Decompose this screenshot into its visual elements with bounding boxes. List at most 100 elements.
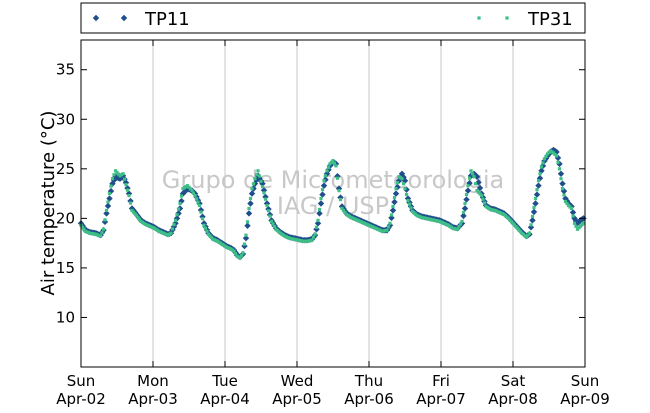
data-point-tp31 <box>115 170 119 175</box>
data-point-tp31 <box>481 197 485 201</box>
data-point-tp31 <box>179 194 184 198</box>
data-point-tp31 <box>518 229 523 234</box>
legend-point-tp31 <box>505 16 509 20</box>
data-point-tp31 <box>170 227 175 231</box>
data-point-tp31 <box>311 235 316 239</box>
data-point-tp11 <box>248 190 256 197</box>
x-tick-label-day: Sun <box>571 372 600 390</box>
legend-marker-tp11 <box>92 14 128 22</box>
y-tick-label: 25 <box>56 160 75 178</box>
data-point-tp31 <box>256 169 260 173</box>
data-point-tp31 <box>400 177 404 181</box>
data-point-tp31 <box>581 221 586 225</box>
data-point-tp31 <box>343 210 347 215</box>
data-point-tp31 <box>467 176 472 180</box>
data-point-tp31 <box>200 217 205 221</box>
data-point-tp31 <box>266 209 271 213</box>
x-tick-label-date: Apr-07 <box>416 390 466 408</box>
data-point-tp31 <box>197 203 202 208</box>
data-point-tp31 <box>136 215 140 219</box>
data-point-tp31 <box>529 223 533 227</box>
data-point-tp31 <box>104 208 109 213</box>
y-tick-label: 10 <box>56 308 75 326</box>
grid-layer <box>152 40 514 367</box>
data-point-tp11 <box>106 195 113 202</box>
data-point-tp31 <box>541 161 545 165</box>
data-point-tp31 <box>137 217 142 221</box>
data-point-tp31 <box>176 207 181 211</box>
data-point-tp31 <box>259 179 263 183</box>
legend-marker-tp31 <box>477 16 509 20</box>
data-point-tp11 <box>460 212 467 220</box>
data-point-tp11 <box>263 200 271 207</box>
data-point-tp31 <box>322 179 326 183</box>
x-tick-label-date: Apr-08 <box>488 390 538 408</box>
data-point-tp31 <box>245 220 250 224</box>
data-point-tp31 <box>253 177 257 181</box>
data-point-tp31 <box>334 164 338 168</box>
data-point-tp31 <box>310 238 314 242</box>
data-point-tp31 <box>506 216 511 220</box>
data-point-tp31 <box>337 189 341 193</box>
x-tick-label-day: Thu <box>354 372 383 390</box>
data-point-tp31 <box>196 200 200 204</box>
data-point-tp31 <box>559 177 563 181</box>
data-point-tp31 <box>392 195 397 200</box>
data-point-tp11 <box>242 234 250 242</box>
data-point-tp31 <box>478 192 482 196</box>
data-point-tp31 <box>124 183 128 187</box>
data-point-tp31 <box>511 221 515 225</box>
legend: TP11 TP31 <box>80 2 586 34</box>
data-point-tp11 <box>532 200 539 207</box>
data-point-tp31 <box>121 172 125 176</box>
data-point-tp11 <box>247 200 254 207</box>
data-point-tp11 <box>473 173 481 180</box>
data-point-tp31 <box>242 242 247 246</box>
data-point-tp31 <box>544 154 548 159</box>
x-tick-label-day: Sat <box>501 372 526 390</box>
legend-point-tp11 <box>120 14 128 22</box>
data-point-tp31 <box>479 193 484 198</box>
watermark-line-2: IAG / USP <box>277 192 389 220</box>
data-point-tp31 <box>461 210 466 215</box>
data-point-tp31 <box>127 193 131 198</box>
data-point-tp31 <box>247 206 251 211</box>
data-point-tp31 <box>470 172 475 176</box>
data-point-tp11 <box>535 182 542 189</box>
data-point-tp11 <box>392 190 400 197</box>
data-point-tp11 <box>101 218 109 226</box>
data-point-tp31 <box>538 172 542 176</box>
data-point-tp31 <box>482 201 487 205</box>
data-point-tp31 <box>388 221 392 225</box>
data-point-tp31 <box>466 184 470 188</box>
data-point-tp11 <box>320 182 328 189</box>
data-point-tp31 <box>190 189 194 193</box>
data-point-tp11 <box>461 205 469 212</box>
data-point-tp31 <box>106 200 110 204</box>
data-point-tp31 <box>338 197 343 202</box>
data-point-tp31 <box>473 182 478 186</box>
data-point-tp31 <box>517 228 521 232</box>
data-point-tp31 <box>199 210 203 214</box>
x-tick-label-date: Apr-03 <box>128 390 178 408</box>
data-point-tp31 <box>563 199 568 204</box>
data-point-tp31 <box>340 206 344 211</box>
series-tp31 <box>79 149 586 260</box>
data-point-tp31 <box>460 219 464 223</box>
data-point-tp31 <box>323 174 328 178</box>
data-point-tp31 <box>527 231 532 235</box>
data-point-tp31 <box>394 187 398 191</box>
data-point-tp31 <box>233 251 238 256</box>
data-point-tp31 <box>385 228 389 232</box>
data-point-tp31 <box>187 185 191 189</box>
data-point-tp31 <box>509 220 514 224</box>
data-point-tp31 <box>316 218 320 222</box>
data-point-tp31 <box>173 218 178 222</box>
data-point-tp31 <box>202 223 206 227</box>
x-tick-label-day: Wed <box>281 372 314 390</box>
data-point-tp11 <box>557 170 565 177</box>
data-point-tp31 <box>254 173 259 177</box>
data-point-tp31 <box>314 225 319 229</box>
